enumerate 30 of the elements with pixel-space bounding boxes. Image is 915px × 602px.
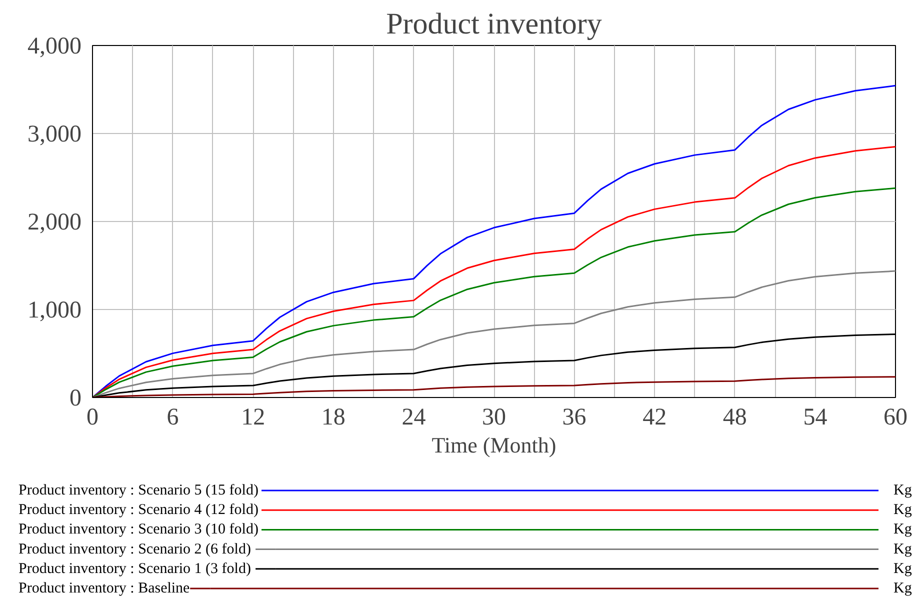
x-tick-label: 36 bbox=[562, 404, 586, 430]
x-tick-label: 0 bbox=[86, 404, 98, 430]
legend-label: Product inventory : Scenario 4 (12 fold) bbox=[18, 502, 258, 518]
x-axis-title: Time (Month) bbox=[432, 432, 556, 458]
x-tick-label: 24 bbox=[402, 404, 426, 430]
legend-label: Product inventory : Scenario 1 (3 fold) bbox=[18, 560, 251, 577]
x-tick-label: 54 bbox=[803, 404, 828, 430]
text: Kg bbox=[894, 502, 912, 518]
chart-title: Product inventory bbox=[386, 8, 602, 40]
x-tick-label: 48 bbox=[722, 404, 747, 430]
legend-label: Product inventory : Baseline bbox=[18, 580, 190, 596]
text: Kg bbox=[894, 541, 912, 558]
y-tick-label: 0 bbox=[70, 386, 82, 412]
x-tick-label: 6 bbox=[166, 404, 179, 430]
x-tick-label: 60 bbox=[884, 404, 908, 430]
x-tick-label: 18 bbox=[321, 404, 346, 430]
x-tick-label: 30 bbox=[482, 404, 506, 430]
text: Kg bbox=[894, 482, 912, 498]
x-tick-label: 42 bbox=[642, 404, 667, 430]
legend-label: Product inventory : Scenario 3 (10 fold) bbox=[18, 522, 258, 538]
legend-label: Product inventory : Scenario 2 (6 fold) bbox=[18, 541, 251, 558]
y-tick-label: 4,000 bbox=[28, 34, 82, 60]
x-tick-label: 12 bbox=[241, 404, 266, 430]
y-tick-label: 2,000 bbox=[28, 210, 82, 236]
text: Kg bbox=[894, 580, 912, 596]
text: Kg bbox=[894, 522, 912, 538]
text: Kg bbox=[894, 560, 912, 577]
y-tick-label: 1,000 bbox=[28, 298, 82, 324]
y-tick-label: 3,000 bbox=[28, 122, 82, 148]
legend-label: Product inventory : Scenario 5 (15 fold) bbox=[18, 482, 258, 498]
